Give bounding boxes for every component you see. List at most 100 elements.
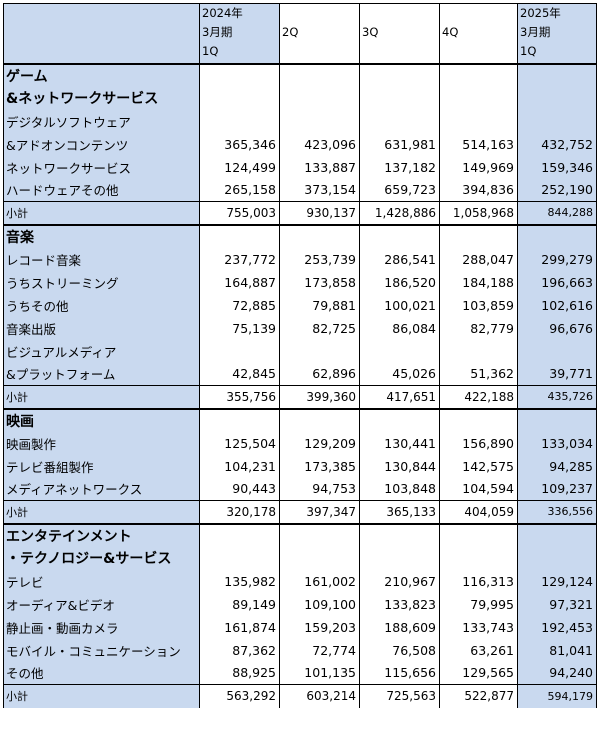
section-title-row: 音楽: [3, 223, 597, 248]
value-cell: 130,844: [359, 454, 440, 478]
empty-cell: [517, 223, 597, 248]
section-title-row: エンタテインメント: [3, 522, 597, 547]
value-cell: 173,385: [279, 454, 360, 478]
table-row: 音楽出版 75,139 82,725 86,084 82,779 96,676: [3, 316, 597, 340]
empty-cell: [359, 86, 440, 110]
value-cell: 137,182: [359, 155, 440, 179]
row-label: テレビ: [3, 569, 200, 593]
header-row: 2024年 3月期 1Q 2Q 3Q 4Q 2025年 3月期 1Q: [3, 3, 597, 65]
empty-cell: [439, 522, 518, 547]
empty-cell: [359, 339, 440, 363]
header-line: [362, 5, 437, 24]
row-label: その他: [3, 661, 200, 685]
value-cell: 196,663: [517, 270, 597, 294]
subtotal-row: 小計 320,178 397,347 365,133 404,059 336,556: [3, 500, 597, 524]
value-cell: 42,845: [199, 362, 280, 386]
value-cell: 135,982: [199, 569, 280, 593]
row-label: オーディア&ビデオ: [3, 592, 200, 616]
header-4q: 4Q: [439, 3, 518, 65]
row-label: うちストリーミング: [3, 270, 200, 294]
empty-cell: [359, 223, 440, 248]
section-title-row: 映画: [3, 407, 597, 432]
row-label: 映画製作: [3, 431, 200, 455]
subtotal-value: 399,360: [279, 385, 360, 409]
empty-cell: [439, 546, 518, 570]
value-cell: 286,541: [359, 247, 440, 271]
table-row: うちその他 72,885 79,881 100,021 103,859 102,616: [3, 293, 597, 317]
value-cell: 94,753: [279, 477, 360, 501]
subtotal-value: 522,877: [439, 684, 518, 708]
header-line: [442, 5, 515, 24]
value-cell: 631,981: [359, 132, 440, 156]
table-row: テレビ 135,982 161,002 210,967 116,313 129,124: [3, 569, 597, 593]
empty-cell: [199, 407, 280, 432]
empty-cell: [279, 339, 360, 363]
value-cell: 288,047: [439, 247, 518, 271]
empty-cell: [199, 339, 280, 363]
value-cell: 109,100: [279, 592, 360, 616]
table-row: ネットワークサービス 124,499 133,887 137,182 149,969 15…: [3, 155, 597, 179]
table-row: &プラットフォーム 42,845 62,896 45,026 51,362 39,771: [3, 362, 597, 386]
empty-cell: [359, 62, 440, 87]
section-title: &ネットワークサービス: [3, 86, 200, 110]
table-row: うちストリーミング 164,887 173,858 186,520 184,188 196…: [3, 270, 597, 294]
value-cell: 173,858: [279, 270, 360, 294]
subtotal-label: 小計: [3, 684, 200, 708]
header-line: 1Q: [202, 44, 219, 58]
empty-cell: [279, 223, 360, 248]
subtotal-value: 417,651: [359, 385, 440, 409]
table-row: 静止画・動画カメラ 161,874 159,203 188,609 133,743 192…: [3, 615, 597, 639]
header-3q: 3Q: [359, 3, 440, 65]
table-body: 2024年 3月期 1Q 2Q 3Q 4Q 2025年 3月期 1Q ゲーム &ネットワー…: [3, 3, 597, 708]
empty-cell: [439, 86, 518, 110]
empty-cell: [517, 109, 597, 133]
empty-cell: [279, 62, 360, 87]
table-row: その他 88,925 101,135 115,656 129,565 94,240: [3, 661, 597, 685]
empty-cell: [517, 339, 597, 363]
section-title: エンタテインメント: [3, 522, 200, 547]
empty-cell: [199, 86, 280, 110]
value-cell: 115,656: [359, 661, 440, 685]
row-label: テレビ番組製作: [3, 454, 200, 478]
value-cell: 63,261: [439, 638, 518, 662]
empty-cell: [279, 546, 360, 570]
row-label: &アドオンコンテンツ: [3, 132, 200, 156]
value-cell: 87,362: [199, 638, 280, 662]
table-row: ハードウェアその他 265,158 373,154 659,723 394,836 252…: [3, 178, 597, 202]
value-cell: 82,779: [439, 316, 518, 340]
value-cell: 109,237: [517, 477, 597, 501]
value-cell: 299,279: [517, 247, 597, 271]
header-corner-cell: [3, 3, 200, 65]
empty-cell: [517, 522, 597, 547]
value-cell: 62,896: [279, 362, 360, 386]
subtotal-label: 小計: [3, 385, 200, 409]
empty-cell: [199, 62, 280, 87]
row-label: うちその他: [3, 293, 200, 317]
empty-cell: [279, 407, 360, 432]
empty-cell: [279, 522, 360, 547]
subtotal-value: 1,058,968: [439, 201, 518, 225]
empty-cell: [439, 223, 518, 248]
empty-cell: [517, 62, 597, 87]
header-line: 3Q: [362, 25, 379, 39]
value-cell: 210,967: [359, 569, 440, 593]
value-cell: 45,026: [359, 362, 440, 386]
value-cell: 373,154: [279, 178, 360, 202]
header-line: 3月期: [520, 25, 551, 39]
section-title: ・テクノロジー&サービス: [3, 546, 200, 570]
value-cell: 125,504: [199, 431, 280, 455]
value-cell: 86,084: [359, 316, 440, 340]
table-row: 映画製作 125,504 129,209 130,441 156,890 133,034: [3, 431, 597, 455]
subtotal-value: 397,347: [279, 500, 360, 524]
value-cell: 252,190: [517, 178, 597, 202]
value-cell: 124,499: [199, 155, 280, 179]
header-line: 3月期: [202, 25, 233, 39]
table-row: レコード音楽 237,772 253,739 286,541 288,047 299,27…: [3, 247, 597, 271]
section-title: 音楽: [3, 223, 200, 248]
value-cell: 51,362: [439, 362, 518, 386]
value-cell: 161,874: [199, 615, 280, 639]
row-label: &プラットフォーム: [3, 362, 200, 386]
value-cell: 129,124: [517, 569, 597, 593]
value-cell: 130,441: [359, 431, 440, 455]
value-cell: 39,771: [517, 362, 597, 386]
